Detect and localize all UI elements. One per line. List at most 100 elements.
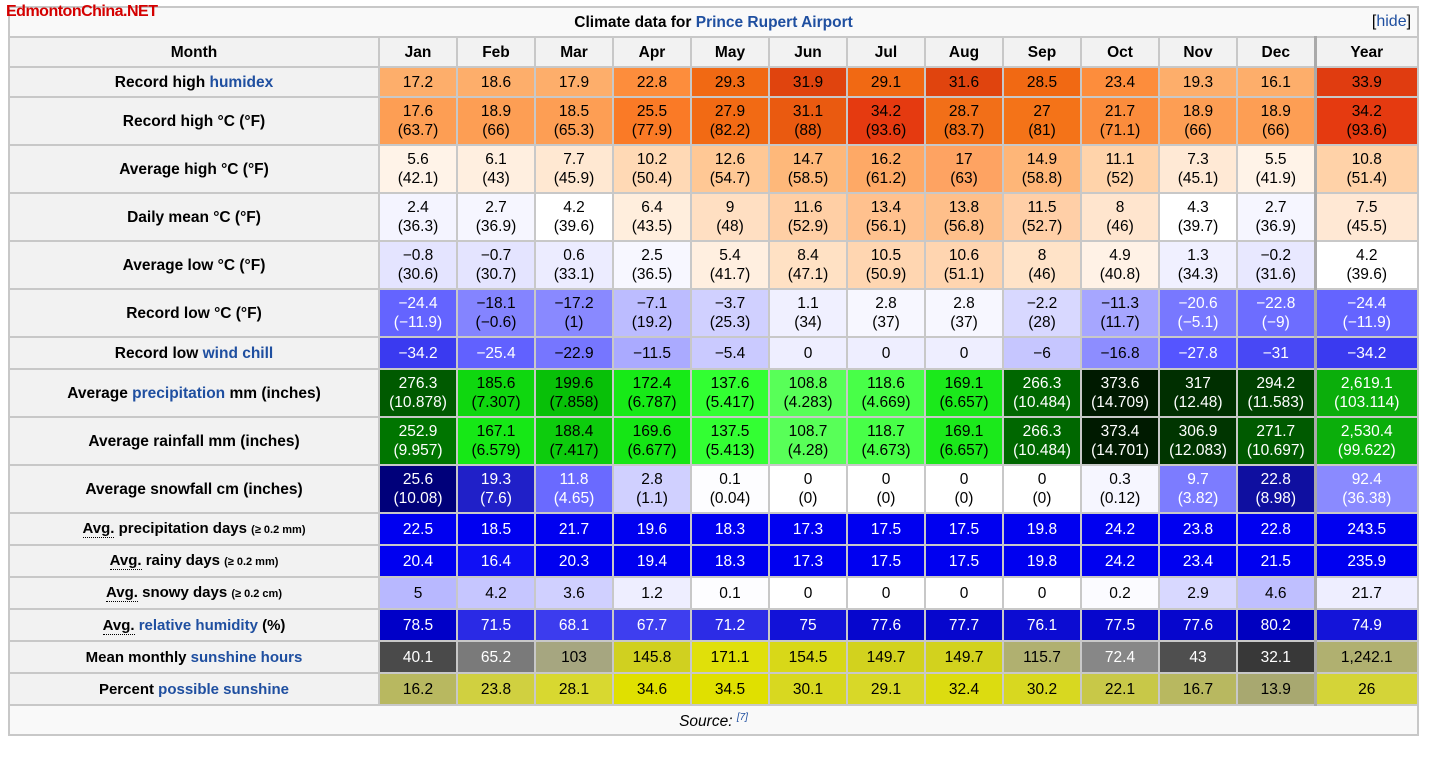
data-cell: 14.9 (58.8) bbox=[1002, 144, 1082, 194]
row-label: Avg. precipitation days bbox=[82, 519, 252, 538]
cell-value: 77.5 bbox=[1104, 616, 1136, 634]
cell-value: −11.5 bbox=[632, 344, 672, 362]
cell-value-imperial: (61.2) bbox=[865, 170, 907, 187]
row-label-link[interactable]: wind chill bbox=[202, 344, 274, 362]
data-cell: 154.5 bbox=[768, 640, 848, 674]
cell-value: 23.8 bbox=[480, 680, 512, 698]
cell-value: 28.7 bbox=[948, 103, 980, 120]
cell-value: 0 bbox=[803, 344, 813, 362]
data-cell: 28.7 (83.7) bbox=[924, 96, 1004, 146]
data-cell: 31.9 bbox=[768, 66, 848, 98]
cell-value: 2,619.1 bbox=[1340, 375, 1393, 392]
cell-value: 20.3 bbox=[558, 552, 590, 570]
data-cell: −24.4 (−11.9) bbox=[1313, 288, 1420, 338]
cell-value-imperial: (4.65) bbox=[553, 490, 595, 507]
cell-value: 118.6 bbox=[867, 375, 905, 392]
cell-value: 8.4 bbox=[797, 247, 819, 264]
cell-value: −2.2 bbox=[1026, 295, 1058, 312]
cell-value: −20.6 bbox=[1178, 295, 1218, 312]
cell-value-imperial: (10.484) bbox=[1013, 442, 1071, 459]
data-cell: 80.2 bbox=[1236, 608, 1316, 642]
cell-value-imperial: (46) bbox=[1028, 266, 1056, 283]
cell-value-imperial: (12.083) bbox=[1169, 442, 1227, 459]
cell-value: 4.2 bbox=[563, 199, 585, 216]
data-cell: 0 (0) bbox=[1002, 464, 1082, 514]
row-label-link[interactable]: sunshine hours bbox=[190, 648, 303, 666]
data-cell: 9.7 (3.82) bbox=[1158, 464, 1238, 514]
cell-value: 18.5 bbox=[480, 520, 512, 538]
cell-value: 4.2 bbox=[485, 584, 507, 602]
cell-value: 20.4 bbox=[402, 552, 434, 570]
cell-value: 2.5 bbox=[641, 247, 663, 264]
cell-value-imperial: (−5.1) bbox=[1177, 314, 1219, 331]
row-label-link[interactable]: humidex bbox=[209, 73, 274, 91]
data-cell: 0 bbox=[1002, 576, 1082, 610]
hide-link[interactable]: hide bbox=[1376, 13, 1407, 30]
cell-value: 13.4 bbox=[870, 199, 902, 216]
data-cell: 373.6 (14.709) bbox=[1080, 368, 1160, 418]
cell-value: 0 bbox=[881, 584, 891, 602]
data-cell: 16.2 bbox=[378, 672, 458, 706]
source-ref-link[interactable]: [7] bbox=[736, 712, 748, 724]
data-cell: 21.5 bbox=[1236, 544, 1316, 578]
data-cell: 317 (12.48) bbox=[1158, 368, 1238, 418]
row-label: Average rainfall mm (inches) bbox=[88, 432, 300, 450]
cell-value-imperial: (8.98) bbox=[1255, 490, 1297, 507]
cell-value-imperial: (54.7) bbox=[709, 170, 751, 187]
cell-value-imperial: (31.6) bbox=[1255, 266, 1297, 283]
header-jan: Jan bbox=[378, 36, 458, 68]
cell-value-imperial: (58.8) bbox=[1021, 170, 1063, 187]
data-cell: −22.8 (−9) bbox=[1236, 288, 1316, 338]
table-row: Percent possible sunshine 16.2 23.8 28.1 34.… bbox=[8, 672, 1420, 706]
cell-value-imperial: (0) bbox=[798, 490, 818, 507]
cell-value-imperial: (4.28) bbox=[787, 442, 829, 459]
header-jul: Jul bbox=[846, 36, 926, 68]
cell-value: 29.3 bbox=[714, 73, 746, 91]
data-cell: 21.7 bbox=[1313, 576, 1420, 610]
cell-value: 25.6 bbox=[402, 471, 434, 488]
data-cell: 32.1 bbox=[1236, 640, 1316, 674]
data-cell: 0.1 bbox=[690, 576, 770, 610]
cell-value: 167.1 bbox=[476, 423, 516, 440]
cell-value-imperial: (52.9) bbox=[787, 218, 829, 235]
cell-value-imperial: (39.6) bbox=[1346, 266, 1388, 283]
avg-abbreviation: Avg. bbox=[109, 551, 142, 570]
cell-value-imperial: (10.878) bbox=[389, 394, 447, 411]
cell-value-imperial: (19.2) bbox=[631, 314, 673, 331]
cell-value: 3.6 bbox=[563, 584, 585, 602]
data-cell: 28.5 bbox=[1002, 66, 1082, 98]
cell-value: 149.7 bbox=[866, 648, 906, 666]
cell-value-imperial: (10.484) bbox=[1013, 394, 1071, 411]
data-cell: 22.5 bbox=[378, 512, 458, 546]
hide-toggle[interactable]: [hide] bbox=[1371, 13, 1412, 30]
cell-value: 21.7 bbox=[558, 520, 590, 538]
cell-value: 103 bbox=[561, 648, 587, 666]
row-header: Avg. rainy days (≥ 0.2 mm) bbox=[8, 544, 380, 578]
row-label-link[interactable]: possible sunshine bbox=[158, 680, 290, 698]
cell-value: 16.7 bbox=[1182, 680, 1214, 698]
cell-value-imperial: (11.583) bbox=[1247, 394, 1305, 411]
data-cell: −20.6 (−5.1) bbox=[1158, 288, 1238, 338]
data-cell: 18.6 bbox=[456, 66, 536, 98]
header-month: Month bbox=[8, 36, 380, 68]
row-label-link[interactable]: relative humidity bbox=[138, 616, 258, 634]
cell-value-imperial: (36.5) bbox=[631, 266, 673, 283]
data-cell: 2,619.1 (103.114) bbox=[1313, 368, 1420, 418]
data-cell: 11.6 (52.9) bbox=[768, 192, 848, 242]
header-jun: Jun bbox=[768, 36, 848, 68]
cell-value: 30.2 bbox=[1026, 680, 1058, 698]
caption-place-link[interactable]: Prince Rupert Airport bbox=[695, 13, 853, 31]
row-label-link[interactable]: precipitation bbox=[132, 384, 226, 402]
cell-value: 19.3 bbox=[1182, 73, 1214, 91]
data-cell: 21.7 (71.1) bbox=[1080, 96, 1160, 146]
cell-value: 149.7 bbox=[944, 648, 984, 666]
cell-value: 19.8 bbox=[1026, 552, 1058, 570]
cell-value: 0 bbox=[803, 584, 813, 602]
data-cell: 17 (63) bbox=[924, 144, 1004, 194]
cell-value: −3.7 bbox=[714, 295, 746, 312]
cell-value: 25.5 bbox=[636, 103, 668, 120]
cell-value: 11.6 bbox=[793, 199, 823, 216]
cell-value: −5.4 bbox=[714, 344, 746, 362]
cell-value-imperial: (43.5) bbox=[631, 218, 673, 235]
data-cell: 172.4 (6.787) bbox=[612, 368, 692, 418]
